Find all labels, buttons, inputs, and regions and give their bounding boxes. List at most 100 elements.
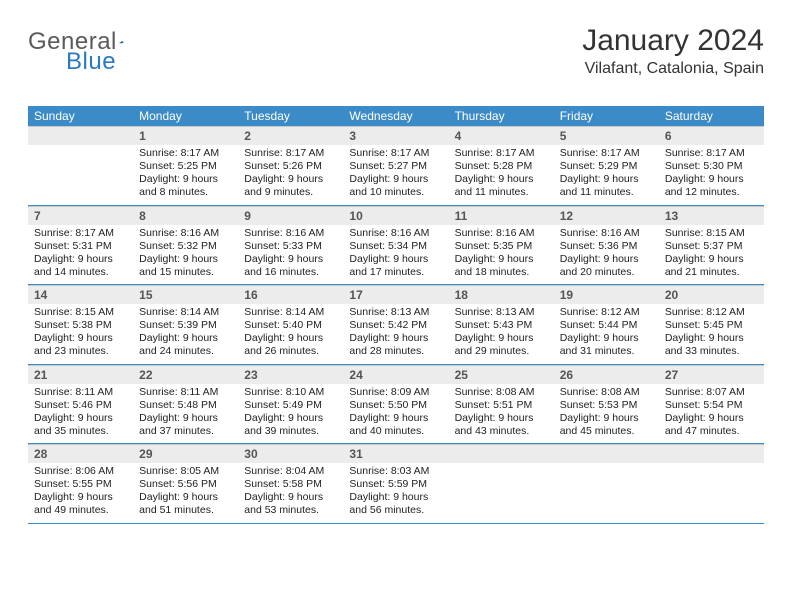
day-line-sr: Sunrise: 8:09 AM: [349, 386, 442, 399]
day-line-d1: Daylight: 9 hours: [560, 332, 653, 345]
day-cell-20: 20Sunrise: 8:12 AMSunset: 5:45 PMDayligh…: [659, 285, 764, 364]
day-line-ss: Sunset: 5:55 PM: [34, 478, 127, 491]
day-line-ss: Sunset: 5:25 PM: [139, 160, 232, 173]
day-line-sr: Sunrise: 8:16 AM: [139, 227, 232, 240]
day-cell-29: 29Sunrise: 8:05 AMSunset: 5:56 PMDayligh…: [133, 444, 238, 523]
week-row: 28Sunrise: 8:06 AMSunset: 5:55 PMDayligh…: [28, 444, 764, 524]
day-line-sr: Sunrise: 8:10 AM: [244, 386, 337, 399]
day-line-ss: Sunset: 5:27 PM: [349, 160, 442, 173]
day-number: 13: [659, 207, 764, 225]
day-line-ss: Sunset: 5:49 PM: [244, 399, 337, 412]
day-line-sr: Sunrise: 8:17 AM: [139, 147, 232, 160]
day-line-ss: Sunset: 5:28 PM: [455, 160, 548, 173]
day-line-sr: Sunrise: 8:17 AM: [665, 147, 758, 160]
day-cell-15: 15Sunrise: 8:14 AMSunset: 5:39 PMDayligh…: [133, 285, 238, 364]
day-line-sr: Sunrise: 8:03 AM: [349, 465, 442, 478]
day-cell-6: 6 Sunrise: 8:17 AMSunset: 5:30 PMDaylight…: [659, 126, 764, 205]
day-line-sr: Sunrise: 8:13 AM: [349, 306, 442, 319]
day-line-d2: and 9 minutes.: [244, 186, 337, 199]
day-cell-30: 30Sunrise: 8:04 AMSunset: 5:58 PMDayligh…: [238, 444, 343, 523]
day-cell-24: 24Sunrise: 8:09 AMSunset: 5:50 PMDayligh…: [343, 365, 448, 444]
day-cell-17: 17Sunrise: 8:13 AMSunset: 5:42 PMDayligh…: [343, 285, 448, 364]
day-line-d2: and 14 minutes.: [34, 266, 127, 279]
day-line-d1: Daylight: 9 hours: [349, 253, 442, 266]
day-line-d1: Daylight: 9 hours: [139, 491, 232, 504]
day-number: 4: [449, 127, 554, 145]
day-line-ss: Sunset: 5:45 PM: [665, 319, 758, 332]
day-cell-22: 22Sunrise: 8:11 AMSunset: 5:48 PMDayligh…: [133, 365, 238, 444]
day-number: 1: [133, 127, 238, 145]
day-line-sr: Sunrise: 8:07 AM: [665, 386, 758, 399]
day-cell-27: 27Sunrise: 8:07 AMSunset: 5:54 PMDayligh…: [659, 365, 764, 444]
day-line-d2: and 31 minutes.: [560, 345, 653, 358]
day-line-d1: Daylight: 9 hours: [560, 173, 653, 186]
calendar: SundayMondayTuesdayWednesdayThursdayFrid…: [28, 106, 764, 524]
day-number: 27: [659, 366, 764, 384]
day-number: 19: [554, 286, 659, 304]
day-cell-28: 28Sunrise: 8:06 AMSunset: 5:55 PMDayligh…: [28, 444, 133, 523]
day-line-d1: Daylight: 9 hours: [34, 253, 127, 266]
day-cell-3: 3 Sunrise: 8:17 AMSunset: 5:27 PMDaylight…: [343, 126, 448, 205]
day-line-sr: Sunrise: 8:16 AM: [349, 227, 442, 240]
day-line-sr: Sunrise: 8:08 AM: [560, 386, 653, 399]
month-title: January 2024: [582, 24, 764, 58]
day-line-d1: Daylight: 9 hours: [34, 332, 127, 345]
day-line-d1: Daylight: 9 hours: [349, 412, 442, 425]
day-line-d2: and 39 minutes.: [244, 425, 337, 438]
day-line-ss: Sunset: 5:53 PM: [560, 399, 653, 412]
day-line-d1: Daylight: 9 hours: [349, 173, 442, 186]
day-line-ss: Sunset: 5:58 PM: [244, 478, 337, 491]
day-cell-16: 16Sunrise: 8:14 AMSunset: 5:40 PMDayligh…: [238, 285, 343, 364]
day-line-d1: Daylight: 9 hours: [665, 173, 758, 186]
day-number-empty: [659, 445, 764, 463]
day-line-d1: Daylight: 9 hours: [455, 412, 548, 425]
logo-triangle-icon: [119, 33, 124, 51]
day-line-d1: Daylight: 9 hours: [34, 412, 127, 425]
day-number: 6: [659, 127, 764, 145]
day-line-d1: Daylight: 9 hours: [244, 253, 337, 266]
day-line-sr: Sunrise: 8:16 AM: [244, 227, 337, 240]
day-line-d2: and 37 minutes.: [139, 425, 232, 438]
week-row: 7Sunrise: 8:17 AMSunset: 5:31 PMDaylight…: [28, 206, 764, 286]
day-line-ss: Sunset: 5:38 PM: [34, 319, 127, 332]
day-line-d2: and 18 minutes.: [455, 266, 548, 279]
day-cell-18: 18Sunrise: 8:13 AMSunset: 5:43 PMDayligh…: [449, 285, 554, 364]
day-cell-23: 23Sunrise: 8:10 AMSunset: 5:49 PMDayligh…: [238, 365, 343, 444]
day-number: 2: [238, 127, 343, 145]
week-row: 21Sunrise: 8:11 AMSunset: 5:46 PMDayligh…: [28, 365, 764, 445]
day-line-d2: and 21 minutes.: [665, 266, 758, 279]
day-cell-7: 7Sunrise: 8:17 AMSunset: 5:31 PMDaylight…: [28, 206, 133, 285]
day-line-sr: Sunrise: 8:17 AM: [349, 147, 442, 160]
day-line-d1: Daylight: 9 hours: [139, 173, 232, 186]
day-line-d2: and 51 minutes.: [139, 504, 232, 517]
day-number: 10: [343, 207, 448, 225]
day-cell-1: 1 Sunrise: 8:17 AMSunset: 5:25 PMDaylight…: [133, 126, 238, 205]
day-cell-empty: [554, 444, 659, 523]
day-line-d2: and 23 minutes.: [34, 345, 127, 358]
day-number: 7: [28, 207, 133, 225]
day-line-ss: Sunset: 5:54 PM: [665, 399, 758, 412]
header: General January 2024 Vilafant, Catalonia…: [28, 24, 764, 78]
day-cell-4: 4Sunrise: 8:17 AMSunset: 5:28 PMDaylight…: [449, 126, 554, 205]
day-number: 5: [554, 127, 659, 145]
day-number: 8: [133, 207, 238, 225]
day-line-sr: Sunrise: 8:17 AM: [34, 227, 127, 240]
day-line-ss: Sunset: 5:36 PM: [560, 240, 653, 253]
day-number-empty: [449, 445, 554, 463]
day-number: 15: [133, 286, 238, 304]
day-number: 16: [238, 286, 343, 304]
day-cell-14: 14Sunrise: 8:15 AMSunset: 5:38 PMDayligh…: [28, 285, 133, 364]
day-number: 3: [343, 127, 448, 145]
day-line-d2: and 43 minutes.: [455, 425, 548, 438]
day-line-ss: Sunset: 5:30 PM: [665, 160, 758, 173]
day-line-sr: Sunrise: 8:12 AM: [665, 306, 758, 319]
day-line-d2: and 11 minutes.: [455, 186, 548, 199]
day-line-d2: and 16 minutes.: [244, 266, 337, 279]
day-cell-8: 8Sunrise: 8:16 AMSunset: 5:32 PMDaylight…: [133, 206, 238, 285]
day-cell-5: 5Sunrise: 8:17 AMSunset: 5:29 PMDaylight…: [554, 126, 659, 205]
day-line-d2: and 8 minutes.: [139, 186, 232, 199]
day-cell-2: 2Sunrise: 8:17 AMSunset: 5:26 PMDaylight…: [238, 126, 343, 205]
day-line-ss: Sunset: 5:39 PM: [139, 319, 232, 332]
day-line-sr: Sunrise: 8:11 AM: [139, 386, 232, 399]
day-line-d2: and 26 minutes.: [244, 345, 337, 358]
